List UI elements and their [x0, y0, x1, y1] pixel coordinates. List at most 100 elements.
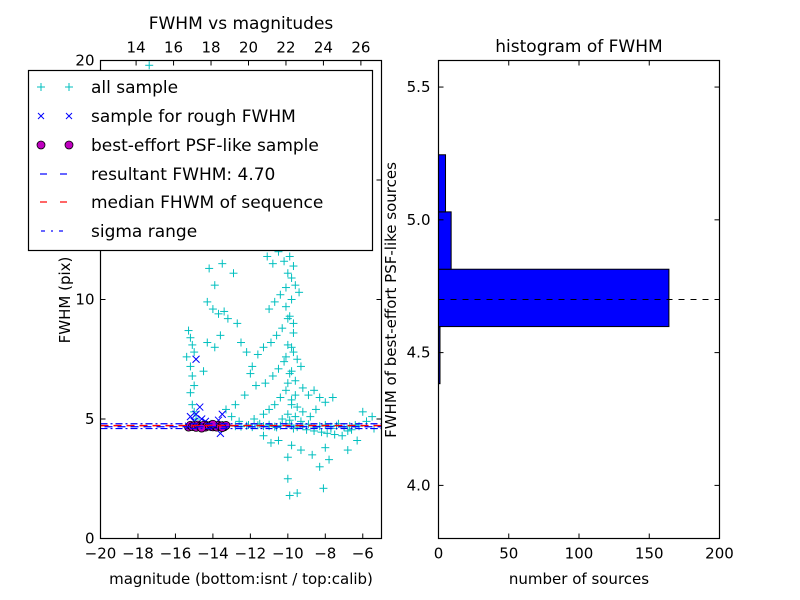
plus-marker — [248, 362, 257, 371]
plus-marker — [188, 400, 197, 409]
y-tick-label: 5.0 — [407, 211, 431, 229]
plus-marker — [293, 489, 302, 498]
legend-entry-psf-sample: best-effort PSF-like sample — [36, 136, 319, 156]
plus-marker — [223, 314, 232, 323]
plus-marker — [227, 412, 236, 421]
plus-marker — [353, 436, 362, 445]
plus-marker — [338, 431, 347, 440]
x-tick-label: 100 — [565, 545, 594, 563]
legend-entry-sigma: sigma range — [41, 222, 197, 242]
plus-marker — [259, 343, 268, 352]
plus-marker — [203, 338, 212, 347]
x-marker — [218, 410, 227, 419]
histogram-x-ticks: 0 50 100 150 200 — [434, 60, 734, 563]
plus-marker — [291, 376, 300, 385]
x-tick-label: −6 — [352, 545, 374, 563]
legend-label: median FHWM of sequence — [91, 193, 323, 213]
plus-marker — [289, 319, 298, 328]
scatter-x-ticks: −20 −18 −16 −14 −12 −10 −8 −6 — [85, 533, 374, 563]
plus-marker — [268, 259, 277, 268]
plus-marker — [287, 273, 296, 282]
histogram-bar — [438, 211, 452, 270]
plus-marker — [283, 474, 292, 483]
x-marker-icon — [37, 112, 73, 120]
plus-marker — [289, 262, 298, 271]
plus-marker — [296, 446, 305, 455]
plus-marker — [283, 410, 292, 419]
scatter-top-ticks: 14 16 18 20 22 24 26 — [127, 39, 370, 66]
plus-marker — [281, 386, 290, 395]
histogram-title: histogram of FWHM — [495, 37, 662, 57]
legend-entry-resultant: resultant FWHM: 4.70 — [40, 165, 275, 185]
top-x-tick-label: 16 — [164, 39, 183, 57]
plus-marker — [319, 484, 328, 493]
plus-marker — [270, 400, 279, 409]
y-tick-label: 5.5 — [407, 78, 431, 96]
histogram-bar — [438, 154, 447, 213]
plus-marker — [266, 438, 275, 447]
plus-marker — [190, 381, 199, 390]
x-marker — [186, 412, 195, 421]
y-tick-label: 5 — [85, 410, 95, 428]
plus-marker — [276, 290, 285, 299]
scatter-title: FWHM vs magnitudes — [149, 14, 334, 34]
plus-marker — [285, 416, 294, 425]
plus-marker — [210, 281, 219, 290]
plus-marker — [285, 491, 294, 500]
plus-marker — [216, 331, 225, 340]
plus-marker — [280, 357, 289, 366]
plus-marker — [145, 61, 154, 70]
plus-marker — [298, 383, 307, 392]
plus-marker — [304, 391, 313, 400]
plus-marker — [266, 338, 275, 347]
plus-marker — [218, 259, 227, 268]
plus-marker — [186, 333, 195, 342]
x-tick-label: −12 — [235, 545, 267, 563]
plus-marker — [220, 307, 229, 316]
plus-marker — [289, 328, 298, 337]
plus-marker — [295, 288, 304, 297]
plus-marker — [250, 415, 259, 423]
plus-marker — [343, 426, 352, 435]
legend-entry-all-sample: all sample — [37, 78, 178, 98]
plus-marker — [291, 391, 300, 400]
plus-marker — [287, 400, 296, 409]
circle-marker — [217, 423, 227, 433]
plus-marker — [287, 441, 296, 450]
plus-marker — [182, 352, 191, 361]
plus-marker — [272, 331, 281, 340]
legend-label: resultant FWHM: 4.70 — [91, 165, 275, 185]
plus-marker — [293, 403, 302, 412]
scatter-y-label: FWHM (pix) — [56, 257, 74, 344]
plus-marker — [276, 393, 285, 402]
plus-marker — [259, 410, 268, 419]
x-tick-label: −8 — [314, 545, 336, 563]
plus-marker — [296, 362, 305, 371]
plus-marker — [343, 446, 352, 455]
x-tick-label: −14 — [197, 545, 229, 563]
histogram-y-ticks: 4.0 4.5 5.0 5.5 — [407, 78, 720, 494]
plus-marker — [184, 326, 193, 335]
top-x-tick-label: 18 — [201, 39, 220, 57]
plus-marker — [199, 367, 208, 376]
plus-marker — [289, 348, 298, 357]
scatter-x-label: magnitude (bottom:isnt / top:calib) — [109, 570, 373, 588]
plus-marker-icon — [37, 83, 73, 91]
y-tick-label: 4.5 — [407, 344, 431, 362]
scatter-hlines — [100, 423, 382, 430]
plus-marker — [310, 386, 319, 395]
plus-marker — [210, 343, 219, 352]
plus-marker — [222, 405, 231, 414]
legend-entry-rough-sample: sample for rough FWHM — [37, 107, 296, 127]
x-marker — [195, 403, 204, 411]
x-tick-label: −20 — [85, 545, 117, 563]
plus-marker — [251, 381, 260, 390]
plus-marker — [315, 462, 324, 471]
histogram-x-label: number of sources — [509, 570, 649, 588]
plus-marker — [283, 379, 292, 388]
plus-marker — [208, 305, 217, 314]
y-tick-label: 20 — [75, 52, 94, 70]
plus-marker — [328, 393, 337, 402]
plus-marker — [281, 352, 290, 361]
plus-marker — [203, 297, 212, 306]
